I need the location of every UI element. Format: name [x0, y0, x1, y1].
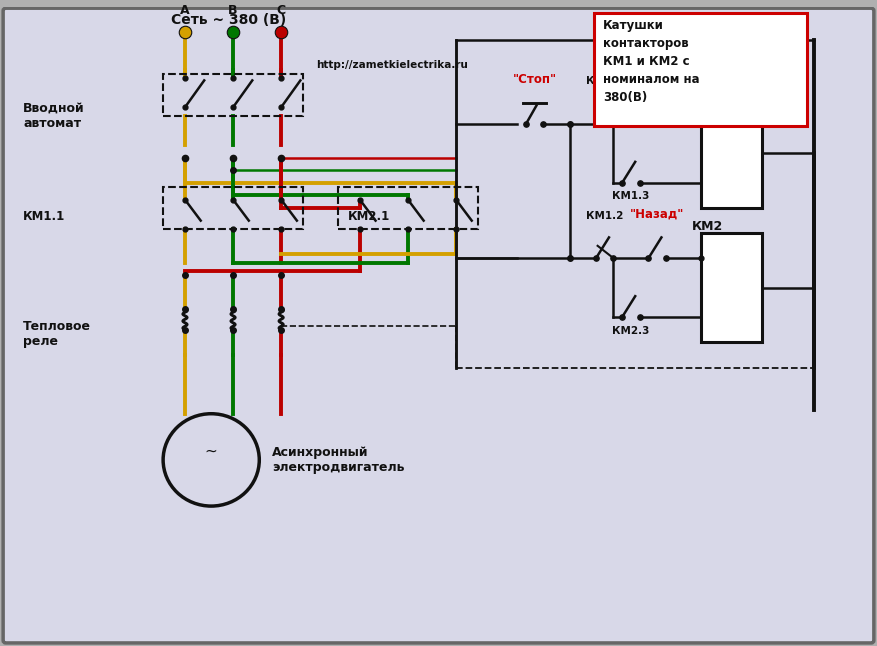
Text: "Вперед": "Вперед": [625, 73, 688, 87]
Text: Тепловое
реле: Тепловое реле: [24, 320, 91, 348]
Text: A: A: [180, 4, 189, 17]
Text: B: B: [228, 4, 238, 17]
Text: "Стоп": "Стоп": [512, 73, 557, 87]
FancyBboxPatch shape: [4, 8, 873, 643]
Text: КМ1.3: КМ1.3: [612, 191, 650, 202]
Text: КМ1.2: КМ1.2: [586, 211, 624, 221]
Text: C: C: [276, 4, 286, 17]
Text: Асинхронный
электродвигатель: Асинхронный электродвигатель: [273, 446, 405, 474]
Text: ~: ~: [205, 444, 217, 459]
Text: "Назад": "Назад": [630, 207, 684, 221]
FancyBboxPatch shape: [594, 14, 808, 126]
Text: КМ2.1: КМ2.1: [347, 210, 389, 223]
Text: КМ2.3: КМ2.3: [612, 326, 650, 335]
Text: КМ1.1: КМ1.1: [24, 210, 66, 223]
Text: КМ1: КМ1: [692, 86, 724, 99]
Text: http://zametkielectrika.ru: http://zametkielectrika.ru: [316, 60, 468, 70]
FancyBboxPatch shape: [701, 99, 762, 208]
Text: КМ2.2: КМ2.2: [586, 76, 624, 87]
Text: Сеть ~ 380 (В): Сеть ~ 380 (В): [171, 14, 286, 27]
Text: КМ2: КМ2: [692, 220, 724, 233]
Text: Вводной
автомат: Вводной автомат: [24, 101, 85, 130]
Text: Катушки
контакторов
КМ1 и КМ2 с
номиналом на
380(В): Катушки контакторов КМ1 и КМ2 с номинало…: [602, 19, 700, 104]
FancyBboxPatch shape: [701, 233, 762, 342]
